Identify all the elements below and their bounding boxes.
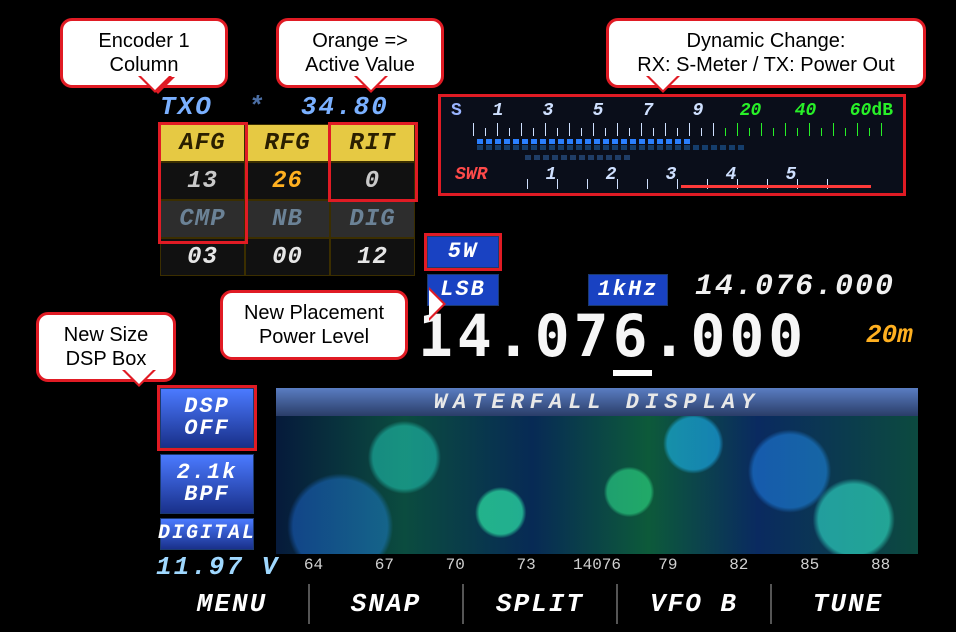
enc-cmp-val: 03 xyxy=(160,238,245,276)
waterfall-scale-num: 64 xyxy=(278,556,349,578)
waterfall-header: WATERFALL DISPLAY xyxy=(276,388,918,416)
softkey-split[interactable]: SPLIT xyxy=(462,584,616,624)
waterfall-scale-num: 82 xyxy=(703,556,774,578)
voltage-readout: 11.97 V xyxy=(156,552,279,582)
waterfall-scale-num: 73 xyxy=(491,556,562,578)
s-meter-num-green: 40 xyxy=(778,101,833,121)
waterfall-scale-num: 67 xyxy=(349,556,420,578)
s-meter-num: 1 xyxy=(473,101,523,121)
callout-power-level: New Placement Power Level xyxy=(220,290,408,360)
callout-encoder1: Encoder 1 Column xyxy=(60,18,228,88)
dsp-line1: DSP xyxy=(184,396,230,418)
freq-part3: .000 xyxy=(652,302,808,370)
enc-dig-label[interactable]: DIG xyxy=(330,200,415,238)
enc-cmp-label[interactable]: CMP xyxy=(160,200,245,238)
swr-row: SWR 12345 xyxy=(451,151,893,195)
dsp-line2: OFF xyxy=(184,418,230,440)
enc-nb-label[interactable]: NB xyxy=(245,200,330,238)
main-frequency[interactable]: 14.076.000 xyxy=(418,302,807,376)
dsp-box[interactable]: DSP OFF xyxy=(160,388,254,448)
callout-dsp-box: New Size DSP Box xyxy=(36,312,176,382)
s-meter-num-green: 20 xyxy=(723,101,778,121)
swr-red-zone xyxy=(681,185,871,188)
digital-box[interactable]: DIGITAL xyxy=(160,518,254,550)
txo-star: * xyxy=(248,92,266,122)
callout-active-value: Orange => Active Value xyxy=(276,18,444,88)
swr-label: SWR xyxy=(455,165,487,185)
enc-dig-val: 12 xyxy=(330,238,415,276)
softkey-tune[interactable]: TUNE xyxy=(770,584,924,624)
waterfall-scale-num: 85 xyxy=(774,556,845,578)
s-meter-num: 9 xyxy=(673,101,723,121)
waterfall-scale: 646770731407679828588 xyxy=(276,556,918,578)
waterfall-scale-num: 14076 xyxy=(562,556,633,578)
enc-rfg-label[interactable]: RFG xyxy=(245,124,330,162)
enc-rit-label[interactable]: RIT xyxy=(330,124,415,162)
waterfall-scale-num: 79 xyxy=(632,556,703,578)
bpf-line1: 2.1k xyxy=(177,462,238,484)
waterfall-scale-num: 88 xyxy=(845,556,916,578)
secondary-frequency: 14.076.000 xyxy=(695,270,895,304)
s-meter-db: dB xyxy=(871,101,893,121)
enc-nb-val: 00 xyxy=(245,238,330,276)
s-meter-num: 5 xyxy=(573,101,623,121)
waterfall-scale-num: 70 xyxy=(420,556,491,578)
waterfall-display[interactable] xyxy=(276,416,918,554)
enc-rfg-val: 26 xyxy=(245,162,330,200)
power-level-box[interactable]: 5W xyxy=(427,236,499,268)
bpf-box[interactable]: 2.1k BPF xyxy=(160,454,254,514)
softkey-snap[interactable]: SNAP xyxy=(308,584,462,624)
softkey-menu: MENUSNAPSPLITVFO BTUNE xyxy=(156,584,924,624)
swr-segments xyxy=(525,155,630,160)
enc-afg-val: 13 xyxy=(160,162,245,200)
softkey-menu[interactable]: MENU xyxy=(156,584,308,624)
bpf-line2: BPF xyxy=(177,484,238,506)
s-meter-num: 3 xyxy=(523,101,573,121)
softkey-vfo-b[interactable]: VFO B xyxy=(616,584,770,624)
band-label: 20m xyxy=(866,320,913,350)
radio-screen: TXO * 34.80 AFG RFG RIT 13 26 0 CMP NB D… xyxy=(0,0,956,632)
s-meter-label: S xyxy=(451,101,462,121)
encoder-table: AFG RFG RIT 13 26 0 CMP NB DIG 03 00 12 xyxy=(160,124,415,276)
enc-afg-label[interactable]: AFG xyxy=(160,124,245,162)
enc-rit-val: 0 xyxy=(330,162,415,200)
callout-dynamic-meter: Dynamic Change: RX: S-Meter / TX: Power … xyxy=(606,18,926,88)
freq-cursor-digit: 6 xyxy=(613,302,652,376)
